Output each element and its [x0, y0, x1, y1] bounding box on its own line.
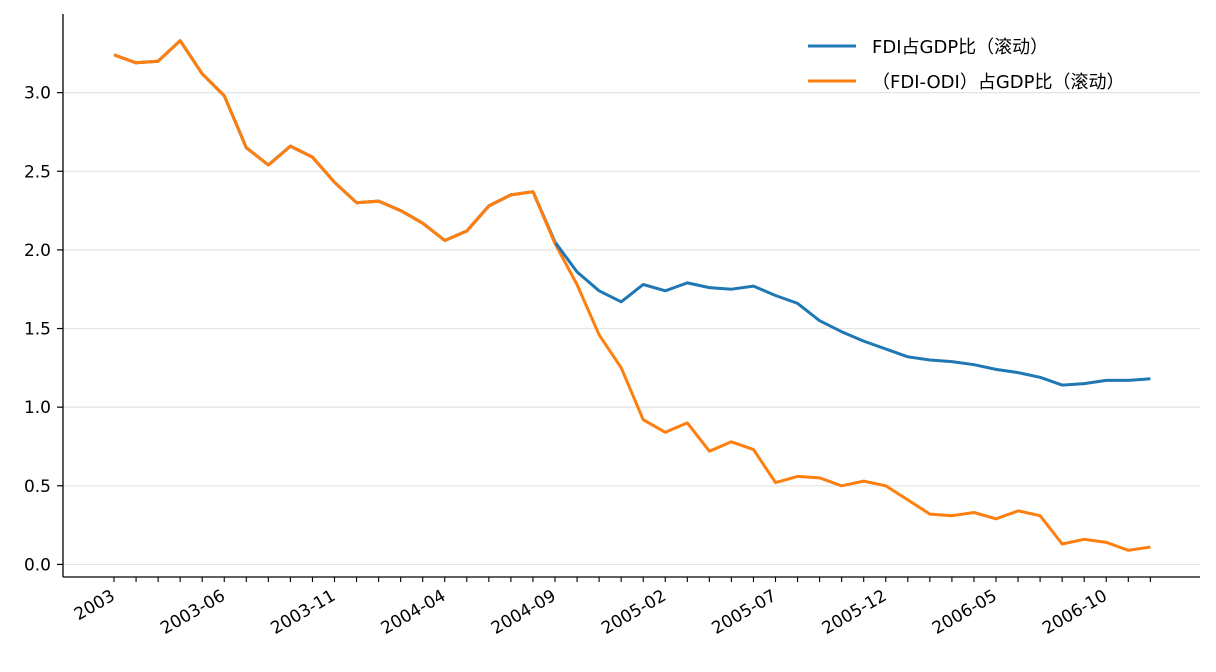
axes — [62, 14, 1200, 578]
series-line-overlap — [113, 39, 557, 245]
x-tick-label: 2004-09 — [488, 586, 560, 639]
legend-label-fdi: FDI占GDP比（滚动） — [872, 37, 1048, 58]
y-tick-label: 2.0 — [24, 241, 51, 261]
y-tick-label: 1.0 — [24, 398, 51, 418]
y-gridlines — [63, 92, 1200, 566]
x-axis-ticks: 2003 2003-06 2003-11 2004-04 2004-09 2005-02 2… — [71, 577, 1151, 639]
x-tick-label: 2005-07 — [708, 586, 780, 639]
x-tick-label: 2004-04 — [378, 586, 450, 639]
y-tick-label: 0.0 — [24, 555, 51, 575]
x-tick-label: 2003-11 — [267, 586, 339, 639]
y-tick-label: 1.5 — [24, 320, 51, 340]
x-tick-label: 2005-12 — [819, 586, 891, 639]
series-line-1 — [113, 39, 1151, 552]
y-axis-ticks: 0.0 0.5 1.0 1.5 2.0 2.5 3.0 — [24, 84, 63, 575]
x-tick-label: 2003 — [71, 586, 118, 625]
x-tick-label: 2003-06 — [157, 586, 229, 639]
y-tick-label: 3.0 — [24, 84, 51, 104]
y-tick-label: 0.5 — [24, 477, 51, 497]
x-tick-label: 2006-05 — [929, 586, 1001, 639]
x-tick-label: 2005-02 — [598, 586, 670, 639]
legend: FDI占GDP比（滚动） （FDI-ODI）占GDP比（滚动） — [808, 37, 1125, 93]
x-tick-label: 2006-10 — [1039, 586, 1111, 639]
y-tick-label: 2.5 — [24, 162, 51, 182]
series-lines — [113, 39, 1151, 552]
legend-label-fdi-odi: （FDI-ODI）占GDP比（滚动） — [872, 72, 1125, 93]
